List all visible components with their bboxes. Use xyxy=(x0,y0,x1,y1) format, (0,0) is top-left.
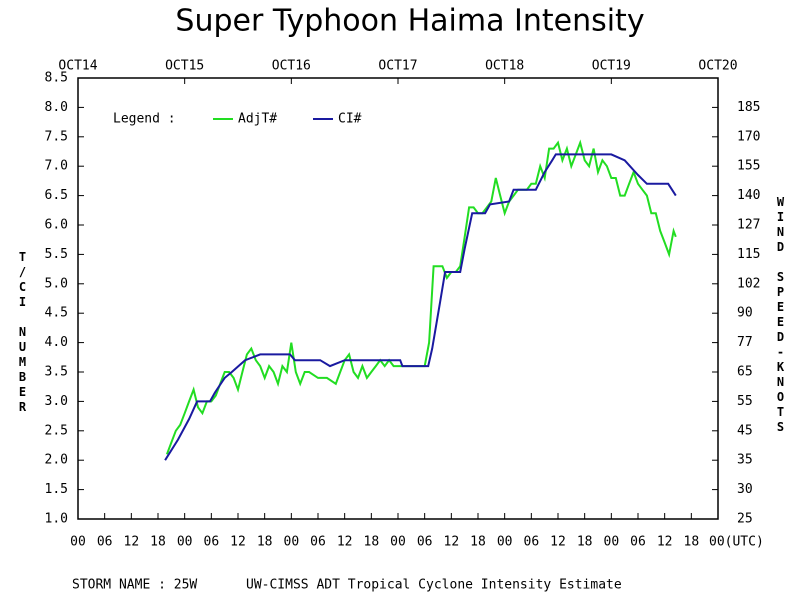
y2-tick-label: 155 xyxy=(737,159,760,174)
y-axis-label: T/CI NUMBER xyxy=(16,250,30,415)
x-tick-label: 06 xyxy=(97,535,113,550)
y-tick-label: 2.0 xyxy=(45,453,68,468)
x-tick-label: 12 xyxy=(444,535,460,550)
y2-tick-label: 65 xyxy=(737,365,753,380)
y-tick-label: 1.5 xyxy=(45,482,68,497)
y-tick-label: 2.5 xyxy=(45,423,68,438)
y-tick-label: 7.5 xyxy=(45,129,68,144)
x-tick-label: 12 xyxy=(550,535,566,550)
footer-left: STORM NAME : 25W xyxy=(72,578,197,593)
x-tick-label: 00 xyxy=(497,535,513,550)
y2-tick-label: 170 xyxy=(737,129,760,144)
x-tick-label: 06 xyxy=(417,535,433,550)
y2-tick-label: 35 xyxy=(737,453,753,468)
x-tick-label: 12 xyxy=(657,535,673,550)
y-tick-label: 6.5 xyxy=(45,188,68,203)
x-tick-label: 00 xyxy=(604,535,620,550)
x-tick-label: 06 xyxy=(630,535,646,550)
y2-tick-label: 45 xyxy=(737,423,753,438)
x2-tick-label: OCT19 xyxy=(592,59,631,74)
x2-tick-label: OCT18 xyxy=(485,59,524,74)
x2-tick-label: OCT20 xyxy=(698,59,737,74)
y2-tick-label: 55 xyxy=(737,394,753,409)
y2-tick-label: 25 xyxy=(737,512,753,527)
x-tick-label: 00 xyxy=(70,535,86,550)
x2-tick-label: OCT17 xyxy=(378,59,417,74)
x-tick-label: 18 xyxy=(684,535,700,550)
y2-tick-label: 140 xyxy=(737,188,760,203)
x-tick-label: 12 xyxy=(124,535,140,550)
x-tick-label: 18 xyxy=(364,535,380,550)
y-tick-label: 7.0 xyxy=(45,159,68,174)
legend-label: AdjT# xyxy=(238,112,277,127)
y2-tick-label: 127 xyxy=(737,218,760,233)
x2-tick-label: OCT14 xyxy=(58,59,97,74)
x-tick-label: 18 xyxy=(150,535,166,550)
y2-axis-label: WIND SPEED-KNOTS xyxy=(774,195,788,435)
x-tick-label: 18 xyxy=(470,535,486,550)
y2-tick-label: 185 xyxy=(737,100,760,115)
y-tick-label: 3.0 xyxy=(45,394,68,409)
x2-tick-label: OCT16 xyxy=(272,59,311,74)
y-tick-label: 5.5 xyxy=(45,247,68,262)
chart-title: Super Typhoon Haima Intensity xyxy=(175,4,644,39)
legend-title: Legend : xyxy=(113,112,176,127)
x-tick-label: 06 xyxy=(524,535,540,550)
x-tick-label: 12 xyxy=(230,535,246,550)
y2-tick-label: 30 xyxy=(737,482,753,497)
legend-label: CI# xyxy=(338,112,362,127)
plot-frame xyxy=(77,77,719,520)
y-tick-label: 3.5 xyxy=(45,365,68,380)
y2-tick-label: 115 xyxy=(737,247,760,262)
y2-tick-label: 102 xyxy=(737,276,760,291)
y-tick-label: 4.5 xyxy=(45,306,68,321)
y-tick-label: 5.0 xyxy=(45,276,68,291)
y-tick-label: 1.0 xyxy=(45,512,68,527)
y-tick-label: 8.5 xyxy=(45,71,68,86)
x-tick-label: 12 xyxy=(337,535,353,550)
footer-right: UW-CIMSS ADT Tropical Cyclone Intensity … xyxy=(246,578,622,593)
x-tick-label: 18 xyxy=(577,535,593,550)
x-tick-label: 18 xyxy=(257,535,273,550)
x-tick-label: 00 xyxy=(177,535,193,550)
y-tick-label: 6.0 xyxy=(45,218,68,233)
series-line xyxy=(164,153,677,461)
x2-tick-label: OCT15 xyxy=(165,59,204,74)
x-tick-label: 00 xyxy=(284,535,300,550)
x-tick-label: 00(UTC) xyxy=(709,535,764,550)
x-tick-label: 06 xyxy=(310,535,326,550)
series-line xyxy=(165,139,677,455)
x-tick-label: 00 xyxy=(390,535,406,550)
y-tick-label: 4.0 xyxy=(45,335,68,350)
y2-tick-label: 77 xyxy=(737,335,753,350)
x-tick-label: 06 xyxy=(204,535,220,550)
y2-tick-label: 90 xyxy=(737,306,753,321)
y-tick-label: 8.0 xyxy=(45,100,68,115)
